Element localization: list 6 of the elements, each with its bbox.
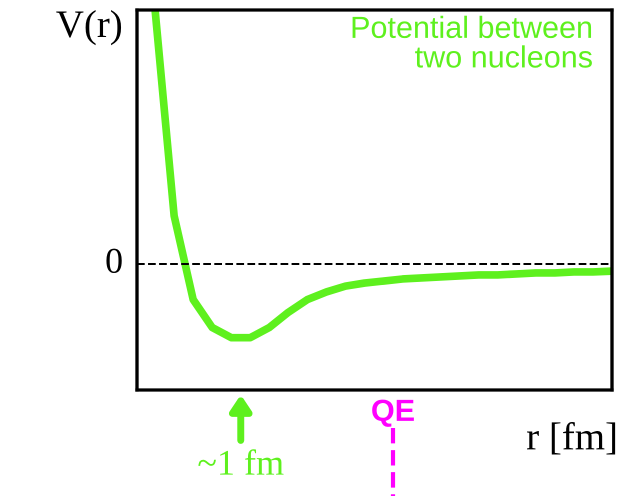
ref-line-label: 0 bbox=[106, 248, 122, 274]
text: QE bbox=[372, 400, 414, 427]
annotation: Potential between two nucleons bbox=[352, 16, 592, 68]
y-axis-title: V(r) bbox=[56, 10, 122, 46]
text: ~1 fm bbox=[198, 449, 284, 475]
x-axis-title: r [fm] bbox=[527, 422, 616, 455]
